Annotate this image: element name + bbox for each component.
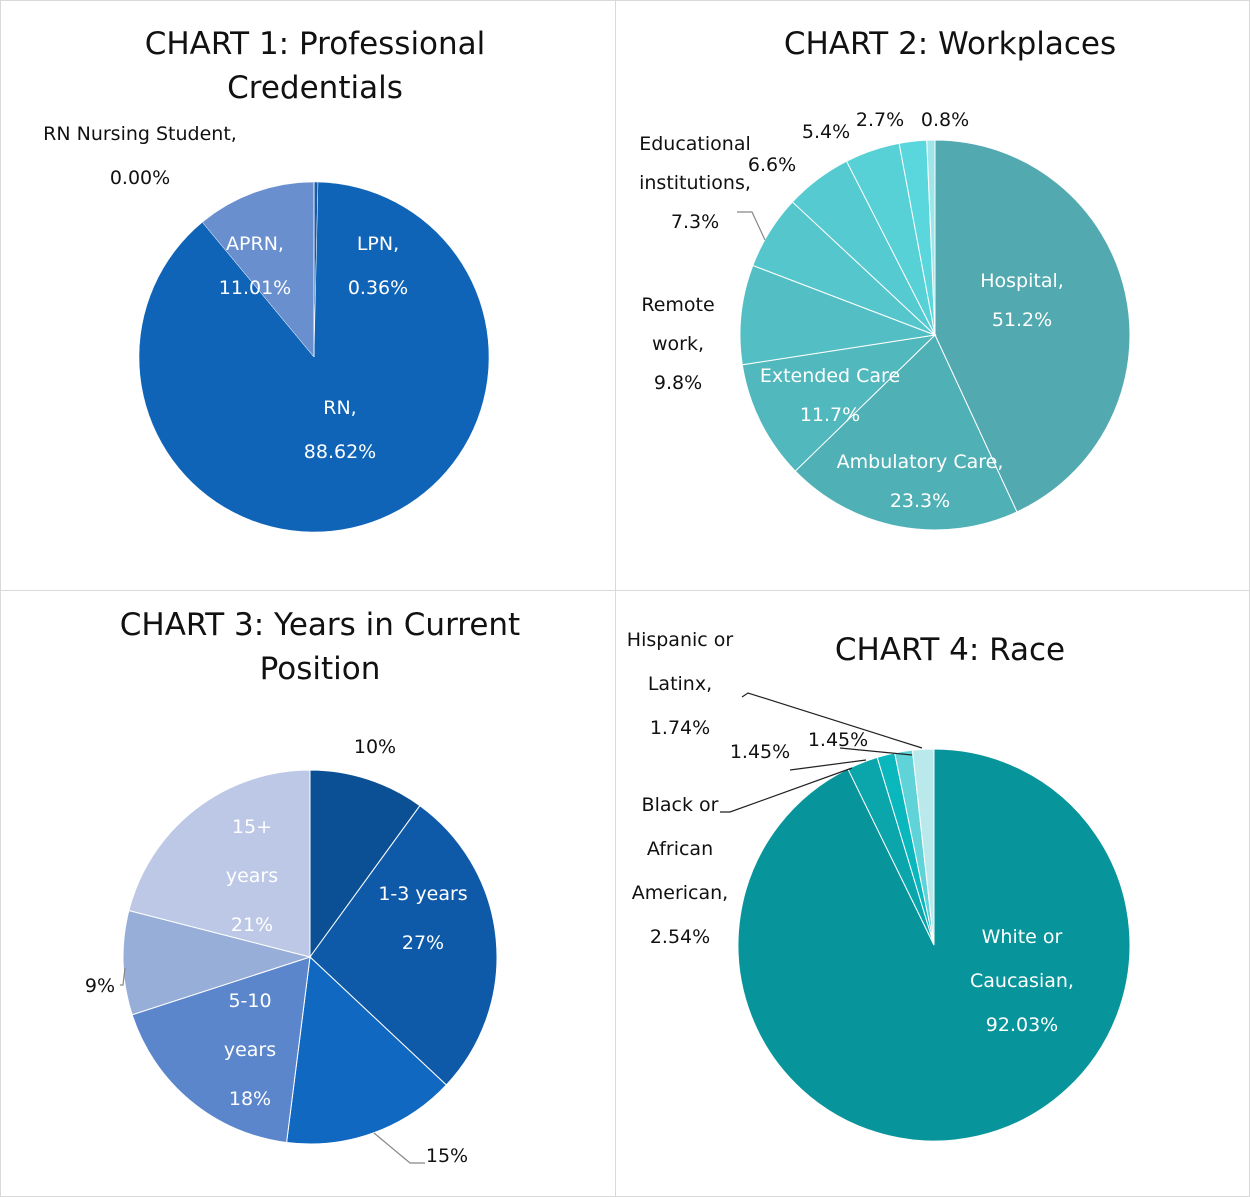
pie (122, 769, 498, 1145)
leader-line (373, 1132, 425, 1164)
data-label: APRN, 11.01% (200, 222, 310, 310)
slice-value: 5.4% (801, 121, 851, 143)
slice-name: White or Caucasian, (970, 926, 1074, 992)
data-label: 2.7% (850, 101, 910, 140)
chart-title: CHART 1: Professional Credentials (144, 26, 486, 106)
slice-value: 15% (425, 1145, 469, 1167)
slice-name: RN, (323, 397, 357, 419)
chart-title: CHART 3: Years in Current Position (119, 607, 521, 687)
slice-name: APRN, (226, 233, 284, 255)
slice-name: Hospital, (980, 270, 1064, 292)
pie-slice (741, 334, 937, 472)
slice-value: 0.8% (920, 109, 970, 131)
data-label: LPN, 0.36% (333, 222, 423, 310)
slice-name: 5-10 years (223, 990, 277, 1061)
pie-slice (286, 955, 448, 1145)
chart-title: CHART 4: Race (834, 632, 1066, 668)
pie-slice (128, 769, 311, 958)
slice-value: 1.74% (649, 717, 711, 739)
data-label: 5-10 years 18% (205, 977, 295, 1124)
leader-line (839, 747, 913, 756)
data-label: 1.45% (725, 730, 795, 774)
data-label: Remote work, 9.8% (623, 286, 733, 403)
data-label: Ambulatory Care, 23.3% (820, 443, 1020, 521)
slice-value: 0.36% (347, 277, 409, 299)
slice-value: 23.3% (889, 490, 951, 512)
slice-name: RN Nursing Student, (43, 123, 237, 145)
leader-line (737, 211, 766, 241)
data-label: 5.4% (796, 113, 856, 152)
data-label: 6.6% (742, 146, 802, 185)
data-label: 1-3 years 27% (378, 870, 468, 968)
data-label: Hospital, 51.2% (952, 262, 1092, 340)
leader-line (789, 759, 867, 771)
slice-value: 7.3% (670, 211, 720, 233)
slice-value: 11.7% (799, 404, 861, 426)
slice-name: Black or African American, (631, 794, 729, 904)
leader-line (741, 692, 923, 749)
slice-value: 11.01% (218, 277, 292, 299)
pie-slice (309, 805, 498, 1086)
data-label: Educational institutions, 7.3% (630, 125, 760, 242)
slice-value: 0.00% (109, 167, 171, 189)
slice-name: Remote work, (641, 294, 715, 355)
leader-line (720, 767, 853, 813)
data-label: 15% (417, 1132, 477, 1181)
slice-value: 51.2% (991, 309, 1053, 331)
slice-value: 21% (230, 914, 274, 936)
slice-value: 1.45% (729, 741, 791, 763)
slice-value: 10% (353, 736, 397, 758)
slice-name: Extended Care (759, 365, 901, 387)
data-label: Extended Care 11.7% (750, 357, 910, 435)
slice-name: Educational institutions, (639, 133, 751, 194)
data-label: White or Caucasian, 92.03% (942, 915, 1102, 1047)
leader-lines (120, 211, 923, 1164)
pie (739, 139, 1131, 531)
data-label: 9% (75, 962, 125, 1011)
slice-name: Hispanic or Latinx, (626, 629, 734, 695)
pie-slice (926, 139, 936, 336)
data-label: 15+ years 21% (207, 803, 297, 950)
data-label: 10% (345, 723, 405, 772)
pie-slice (202, 181, 315, 358)
data-label: 1.45% (803, 718, 873, 762)
slice-name: 1-3 years (378, 883, 468, 905)
slice-value: 18% (228, 1088, 272, 1110)
pie-slice (911, 748, 935, 946)
slice-name: Ambulatory Care, (836, 451, 1004, 473)
slice-value: 27% (401, 932, 445, 954)
slice-value: 2.54% (649, 926, 711, 948)
pie-slice (309, 769, 421, 959)
pie-slice (131, 956, 311, 1144)
slice-value: 2.7% (855, 109, 905, 131)
data-label: Hispanic or Latinx, 1.74% (625, 618, 735, 750)
pie-slice (794, 334, 1018, 531)
data-label: RN, 88.62% (280, 386, 400, 474)
data-label: 0.8% (915, 101, 975, 140)
pie-slice (122, 909, 312, 1016)
data-label: RN Nursing Student, 0.00% (20, 112, 260, 200)
slice-value: 88.62% (303, 441, 377, 463)
slice-value: 9.8% (653, 372, 703, 394)
leader-line (120, 967, 126, 986)
slice-value: 92.03% (985, 1014, 1059, 1036)
pie (737, 748, 1131, 1142)
slice-value: 9% (84, 975, 116, 997)
slice-value: 6.6% (747, 154, 797, 176)
slice-name: 15+ years (225, 816, 279, 887)
pie-slice (739, 264, 937, 366)
chart-title: CHART 2: Workplaces (783, 26, 1117, 62)
pie (138, 181, 490, 533)
pie-slice (934, 139, 1131, 513)
slice-name: LPN, (356, 233, 400, 255)
data-label: Black or African American, 2.54% (625, 783, 735, 959)
slice-value: 1.45% (807, 729, 869, 751)
